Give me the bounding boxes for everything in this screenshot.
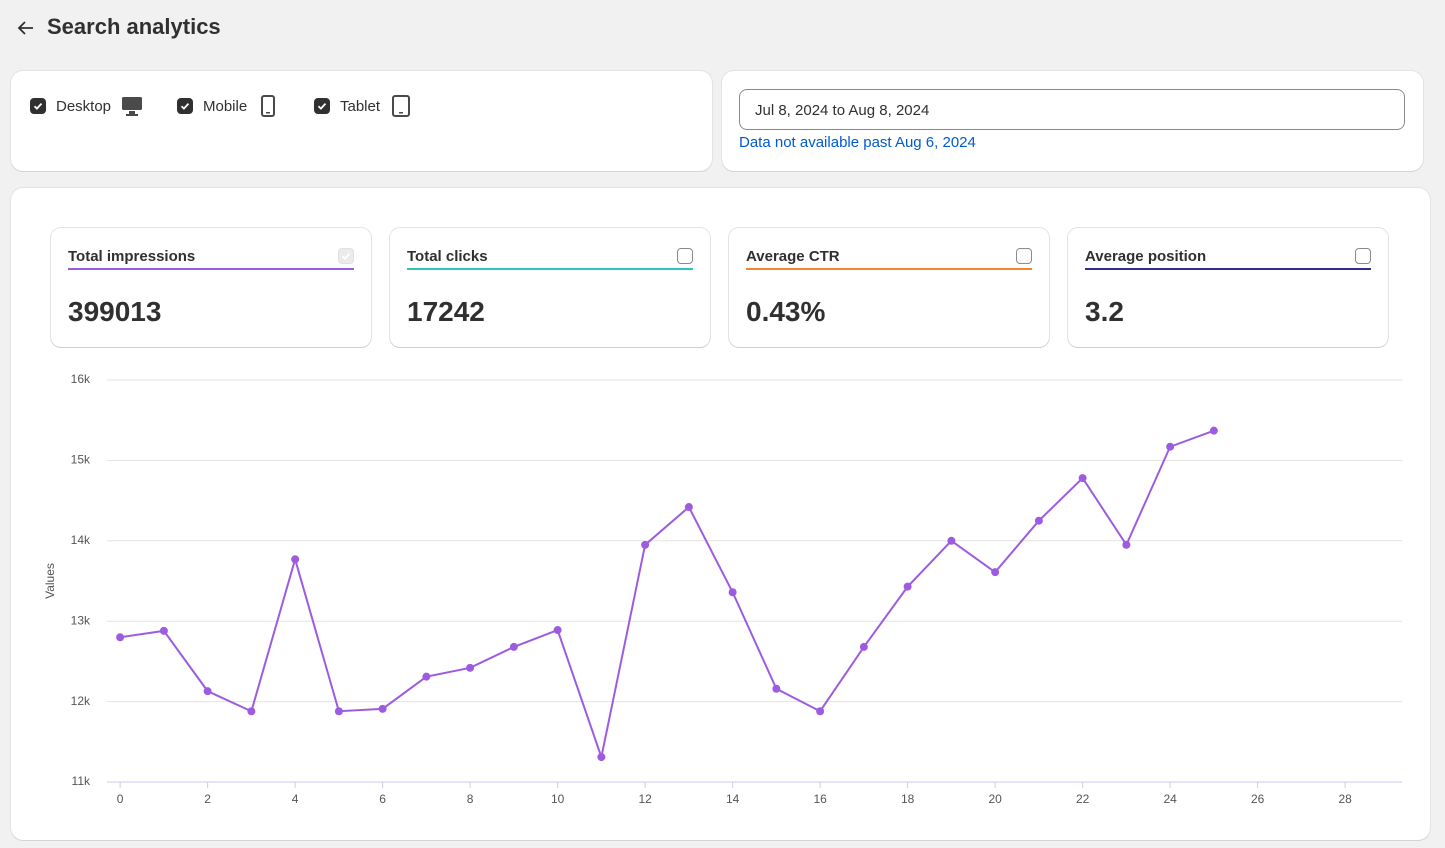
device-label: Desktop (56, 97, 112, 115)
date-card (722, 71, 1423, 171)
metric-underline (407, 268, 693, 270)
data-point (116, 633, 125, 642)
data-point (947, 536, 956, 545)
data-point (553, 626, 562, 635)
metric-value: 399013 (68, 296, 162, 327)
metric-value: 0.43% (746, 296, 826, 327)
date-note: Data not available past Aug 6, 2024 (739, 134, 976, 151)
checkbox[interactable] (677, 248, 693, 264)
metric-card[interactable]: Total impressions 399013 (51, 228, 371, 347)
y-tick-label: 16k (71, 372, 91, 386)
data-point (422, 672, 431, 681)
y-tick-label: 11k (72, 774, 91, 788)
x-tick-label: 14 (726, 792, 740, 806)
data-point (903, 582, 912, 591)
data-point (291, 555, 300, 564)
checkbox (314, 98, 330, 114)
data-point (466, 663, 475, 672)
device-label: Mobile (203, 97, 248, 115)
device-label: Tablet (340, 97, 381, 115)
page-title: Search analytics (47, 14, 221, 39)
metric-value: 3.2 (1085, 296, 1124, 327)
series-line (119, 429, 1215, 761)
y-tick-label: 13k (71, 613, 91, 627)
data-point (1122, 540, 1131, 549)
data-point (203, 687, 212, 696)
x-tick-label: 10 (551, 792, 565, 806)
data-point (247, 707, 256, 716)
x-tick-label: 22 (1076, 792, 1090, 806)
x-tick-label: 20 (988, 792, 1002, 806)
metric-title: Average position (1085, 248, 1207, 265)
metric-card[interactable]: Total clicks 17242 (390, 228, 710, 347)
data-point (509, 642, 518, 651)
data-point (597, 753, 606, 762)
checkbox (177, 98, 193, 114)
data-point (1078, 474, 1087, 483)
data-point (859, 642, 868, 651)
data-point (641, 540, 650, 549)
data-point (991, 568, 1000, 577)
metric-title: Total clicks (407, 248, 488, 265)
data-point (684, 503, 693, 512)
metric-card[interactable]: Average CTR 0.43% (729, 228, 1049, 347)
checkbox[interactable] (1355, 248, 1371, 264)
x-tick-label: 2 (204, 792, 211, 806)
data-point (816, 707, 825, 716)
metric-card[interactable]: Average position 3.2 (1068, 228, 1388, 347)
x-tick-label: 28 (1338, 792, 1352, 806)
data-point (728, 588, 737, 597)
metric-underline (1085, 268, 1371, 270)
data-point (772, 684, 781, 693)
x-tick-label: 16 (813, 792, 827, 806)
x-tick-label: 6 (379, 792, 386, 806)
x-tick-label: 0 (117, 792, 124, 806)
x-tick-label: 4 (292, 792, 299, 806)
metric-title: Total impressions (68, 248, 196, 265)
data-point (159, 626, 168, 635)
y-axis-label: Values (43, 563, 57, 599)
metric-underline (68, 268, 354, 270)
x-tick-label: 8 (467, 792, 474, 806)
data-point (1034, 516, 1043, 525)
x-tick-label: 12 (638, 792, 652, 806)
back-arrow[interactable] (16, 18, 36, 38)
date-input[interactable]: Jul 8, 2024 to Aug 8, 2024 (739, 89, 1405, 130)
checkbox (30, 98, 46, 114)
x-tick-label: 24 (1163, 792, 1177, 806)
x-tick-label: 18 (901, 792, 915, 806)
y-tick-label: 15k (71, 453, 91, 467)
device-filter[interactable]: Tablet (314, 95, 412, 117)
device-card (11, 71, 712, 171)
device-icon (390, 95, 412, 117)
metric-value: 17242 (407, 296, 485, 327)
device-filter[interactable]: Mobile (177, 95, 279, 117)
metric-title: Average CTR (746, 248, 840, 265)
checkbox[interactable] (1016, 248, 1032, 264)
device-icon (121, 95, 143, 117)
data-point (1209, 426, 1218, 435)
device-filter[interactable]: Desktop (30, 95, 143, 117)
checkbox[interactable] (338, 248, 354, 264)
y-tick-label: 14k (71, 533, 91, 547)
y-tick-label: 12k (71, 694, 91, 708)
data-point (334, 707, 343, 716)
metric-underline (746, 268, 1032, 270)
x-tick-label: 26 (1251, 792, 1265, 806)
data-point (1166, 442, 1175, 451)
data-point (378, 704, 387, 713)
device-icon (257, 95, 279, 117)
